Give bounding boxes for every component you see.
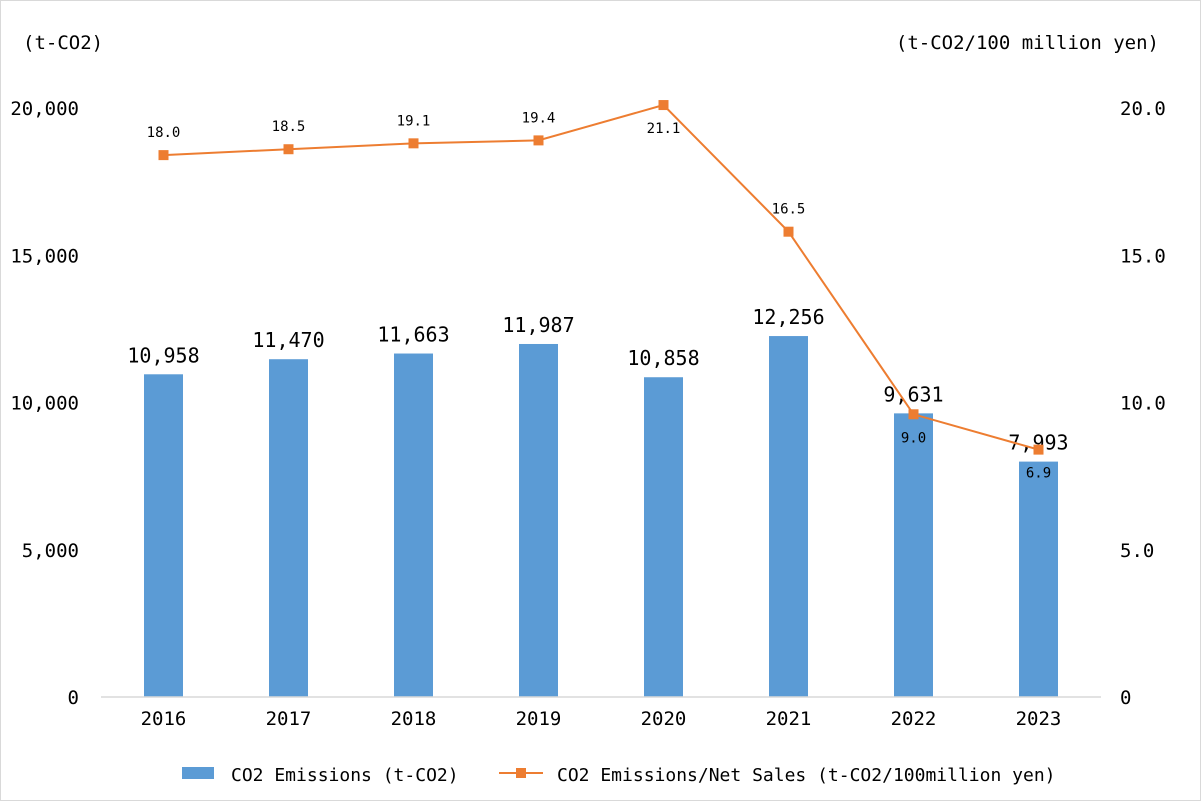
line-point bbox=[908, 409, 919, 420]
left-tick-label: 15,000 bbox=[10, 245, 79, 267]
right-tick-label: 10.0 bbox=[1120, 393, 1166, 415]
bar-value-label: 10,958 bbox=[127, 343, 199, 367]
left-axis-unit: (t-CO2) bbox=[23, 32, 103, 54]
bar bbox=[269, 359, 308, 697]
bar bbox=[894, 413, 933, 697]
legend: CO2 Emissions (t-CO2) CO2 Emissions/Net … bbox=[182, 765, 1056, 786]
line-point bbox=[658, 100, 669, 111]
bar-value-label: 10,858 bbox=[627, 346, 699, 370]
line-value-label: 19.4 bbox=[522, 110, 556, 126]
line-point bbox=[1033, 444, 1044, 455]
bar bbox=[519, 343, 558, 697]
x-tick-label: 2016 bbox=[141, 708, 187, 730]
right-axis-unit: (t-CO2/100 million yen) bbox=[896, 32, 1159, 54]
line-point bbox=[408, 138, 419, 149]
legend-swatch-bar bbox=[182, 767, 214, 779]
right-tick-label: 0 bbox=[1120, 687, 1131, 709]
line-value-label: 6.9 bbox=[1026, 466, 1051, 482]
right-tick-label: 15.0 bbox=[1120, 245, 1166, 267]
right-tick-label: 5.0 bbox=[1120, 540, 1154, 562]
bar bbox=[769, 336, 808, 697]
line-value-label: 18.5 bbox=[272, 119, 306, 135]
line-value-label: 16.5 bbox=[772, 202, 806, 218]
bar bbox=[394, 353, 433, 697]
line-value-label: 19.1 bbox=[397, 113, 431, 129]
line-point bbox=[283, 144, 294, 155]
bar bbox=[1019, 461, 1058, 697]
x-tick-label: 2019 bbox=[516, 708, 562, 730]
line-value-label: 18.0 bbox=[147, 125, 181, 141]
bar bbox=[644, 377, 683, 697]
x-tick-label: 2023 bbox=[1016, 708, 1062, 730]
left-tick-label: 10,000 bbox=[10, 393, 79, 415]
legend-swatch-marker bbox=[516, 768, 526, 778]
legend-label-bar: CO2 Emissions (t-CO2) bbox=[231, 765, 459, 786]
x-tick-label: 2018 bbox=[391, 708, 437, 730]
x-tick-label: 2022 bbox=[891, 708, 937, 730]
bar-value-label: 12,256 bbox=[752, 305, 824, 329]
legend-label-line: CO2 Emissions/Net Sales (t-CO2/100millio… bbox=[557, 765, 1056, 786]
left-tick-label: 20,000 bbox=[10, 98, 79, 120]
line-value-label: 9.0 bbox=[901, 430, 926, 446]
x-tick-label: 2020 bbox=[641, 708, 687, 730]
left-tick-label: 5,000 bbox=[22, 540, 79, 562]
bar-value-label: 11,663 bbox=[377, 323, 449, 347]
right-tick-label: 20.0 bbox=[1120, 98, 1166, 120]
line-point bbox=[533, 135, 544, 146]
x-tick-label: 2021 bbox=[766, 708, 812, 730]
bar-value-label: 11,987 bbox=[502, 313, 574, 337]
bar-value-label: 9,631 bbox=[883, 382, 943, 406]
x-tick-label: 2017 bbox=[266, 708, 312, 730]
bar bbox=[144, 374, 183, 697]
line-point bbox=[158, 150, 169, 161]
line-value-label: 21.1 bbox=[647, 121, 681, 137]
line-series-path bbox=[163, 103, 1039, 451]
left-tick-label: 0 bbox=[68, 687, 79, 709]
bar-value-label: 11,470 bbox=[252, 328, 324, 352]
line-point bbox=[783, 226, 794, 237]
